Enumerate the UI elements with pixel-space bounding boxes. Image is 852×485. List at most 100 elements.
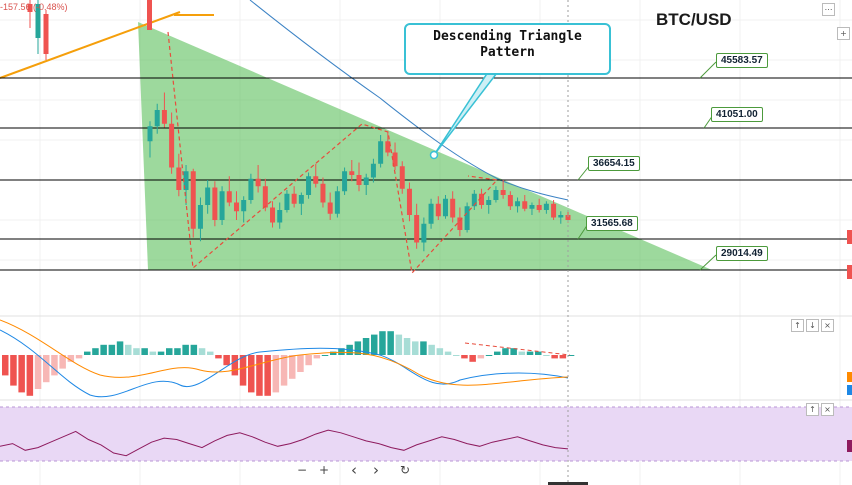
candle-body: [370, 163, 376, 178]
macd-bar: [149, 351, 157, 355]
macd-bar: [338, 348, 345, 355]
zoom-in-button[interactable]: +: [318, 463, 330, 477]
candle-body: [147, 0, 152, 30]
candle-body: [543, 203, 549, 210]
macd-bar: [18, 355, 25, 393]
candle-body: [421, 223, 427, 243]
macd-bar: [289, 355, 296, 379]
rsi-pane: [0, 399, 852, 462]
macd-bar: [510, 348, 517, 355]
candle-body: [306, 176, 312, 195]
macd-bar: [141, 348, 148, 355]
change-indicator: -157.56 (-0.48%): [0, 2, 68, 12]
macd-line: [0, 329, 569, 398]
candle-body: [536, 205, 542, 210]
candle-body: [479, 193, 485, 205]
macd-pane: [0, 315, 852, 398]
callout-line-2: Pattern: [480, 45, 535, 60]
candle-body: [428, 203, 434, 224]
candle-body: [363, 177, 369, 185]
add-icon[interactable]: +: [837, 27, 850, 40]
macd-bar: [248, 355, 255, 393]
macd-bar: [231, 355, 239, 376]
candle-body: [356, 175, 362, 185]
candle-body: [406, 188, 412, 215]
candle-body: [219, 191, 225, 220]
candles: [27, 0, 571, 252]
callout-line-1: Descending Triangle: [433, 29, 582, 44]
macd-bar: [354, 341, 362, 355]
rsi-line: [0, 429, 569, 457]
candle-body: [270, 207, 276, 223]
macd-bar: [239, 355, 247, 386]
candle-body: [161, 110, 167, 124]
macd-bar: [272, 355, 280, 393]
level-tag-36654: 36654.15: [588, 156, 640, 171]
macd-bar: [280, 355, 288, 386]
macd-bar: [51, 355, 58, 376]
candle-body: [457, 217, 463, 230]
macd-bar: [43, 355, 50, 383]
candle-body: [183, 171, 189, 190]
macd-bar: [551, 355, 558, 359]
zoom-out-button[interactable]: −: [296, 463, 308, 477]
macd-move-down-icon[interactable]: ↓: [806, 319, 819, 332]
level-tag-41051: 41051.00: [711, 107, 763, 122]
macd-close-icon[interactable]: ×: [821, 319, 834, 332]
time-marker: [548, 482, 588, 485]
macd-bar: [116, 341, 124, 355]
scroll-left-button[interactable]: ‹: [351, 461, 357, 479]
candle-body: [342, 171, 348, 192]
macd-bar: [485, 355, 493, 356]
candle-body: [349, 171, 355, 175]
macd-bar: [502, 348, 509, 355]
horizontal-levels: [0, 14, 852, 271]
macd-bar: [518, 351, 526, 355]
settings-icon[interactable]: ⋯: [822, 3, 835, 16]
candle-body: [522, 201, 528, 209]
macd-bar: [166, 348, 173, 355]
candle-body: [176, 167, 182, 190]
macd-bar: [412, 341, 419, 355]
macd-bar: [182, 344, 189, 355]
candle-body: [277, 210, 283, 223]
candle-body: [551, 203, 557, 218]
rsi-close-icon[interactable]: ×: [821, 403, 834, 416]
signal-line: [0, 319, 569, 386]
candle-body: [291, 193, 297, 204]
wave-pattern-dashed-line: [167, 31, 499, 275]
macd-bar: [59, 355, 66, 369]
macd-bar: [297, 355, 304, 372]
macd-bar: [75, 355, 83, 359]
moving-average-line: [249, 0, 569, 201]
rsi-band: [0, 407, 852, 461]
candle-body: [493, 190, 499, 200]
macd-bar: [477, 355, 485, 359]
macd-bar: [526, 351, 534, 355]
indicator-marker: [847, 385, 852, 395]
macd-bar: [207, 351, 214, 355]
macd-bar: [395, 334, 403, 355]
macd-move-up-icon[interactable]: ↑: [791, 319, 804, 332]
macd-bar: [444, 351, 452, 355]
macd-bar: [190, 344, 198, 355]
macd-bar: [157, 351, 165, 355]
callout-pointer: [429, 68, 502, 160]
macd-bar: [567, 355, 575, 356]
macd-bar: [2, 355, 9, 376]
scroll-right-button[interactable]: ›: [373, 461, 379, 479]
candle-body: [558, 215, 564, 218]
level-tag-connector: [699, 61, 717, 79]
macd-bar: [100, 344, 107, 355]
level-tag-45583: 45583.57: [716, 53, 768, 68]
reset-button[interactable]: ↻: [399, 463, 411, 477]
macd-bar: [362, 338, 370, 355]
candle-body: [233, 202, 239, 212]
indicator-marker: [847, 372, 852, 382]
macd-bar: [379, 331, 386, 355]
candle-body: [327, 202, 333, 214]
pattern-callout: Descending Triangle Pattern: [404, 23, 611, 75]
rsi-move-up-icon[interactable]: ↑: [806, 403, 819, 416]
level-tag-connector: [699, 254, 717, 271]
